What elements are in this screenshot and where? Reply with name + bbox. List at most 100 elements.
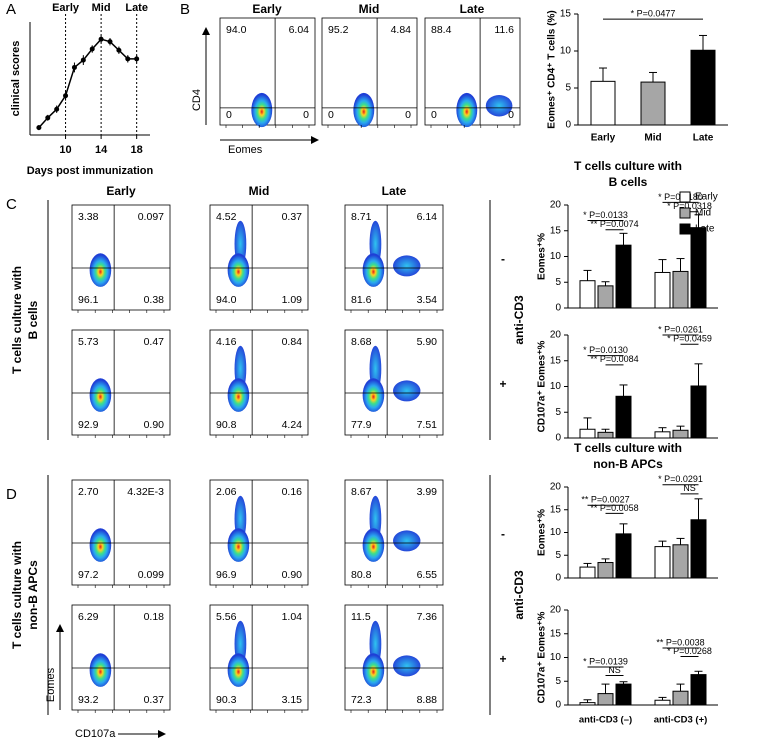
y-tick-label: 0 [555,303,561,314]
bar [690,674,707,706]
data-point [107,39,113,45]
quadrant-value: 96.9 [216,569,237,581]
flow-density [227,253,250,287]
row-title: B cells [26,300,40,339]
treatment-label: anti-CD3 [512,295,526,345]
quadrant-value: 8.67 [351,486,372,498]
data-point [134,56,140,62]
quadrant-value: 0.37 [282,211,303,223]
data-point [125,56,131,62]
quadrant-value: 94.0 [216,294,237,306]
quadrant-value: 6.29 [78,611,99,623]
legend-label: Late [695,224,715,235]
quadrant-value: 7.36 [417,611,438,623]
data-point [36,125,42,131]
y-axis-label: Eomes [45,667,57,702]
quadrant-value: 4.84 [391,24,412,36]
panel-letter: D [6,486,17,503]
flow-density-lobe [485,95,513,117]
y-tick-label: 10 [550,251,562,262]
row-title: T cells culture with [10,541,24,649]
quadrant-value: 0 [328,109,334,121]
bar [597,562,614,579]
bar [672,690,689,706]
flow-plot-frame [344,204,444,311]
column-header: Late [382,184,407,198]
data-point [80,57,86,63]
flow-density [89,528,112,562]
column-header: Late [460,2,485,16]
data-point [98,36,104,42]
flow-plot-frame [209,479,309,586]
quadrant-value: 5.90 [417,336,438,348]
y-tick-label: 5 [555,407,561,418]
significance-label: ** P=0.0058 [590,503,638,513]
significance-label: ** P=0.0038 [656,637,704,647]
x-axis-label: Eomes [228,144,263,156]
bar [690,49,716,126]
bar [654,271,671,309]
flow-plot-frame [71,329,171,436]
y-axis-label: CD107a⁺ Eomes⁺% [537,612,548,704]
flow-plot-frame [424,17,521,126]
y-tick-label: 15 [550,355,562,366]
data-point [116,47,122,53]
reference-label: Late [125,2,148,14]
panel-letter: B [180,1,190,18]
y-tick-label: 5 [555,550,561,561]
legend-swatch [679,191,691,203]
quadrant-value: 4.24 [282,419,303,431]
quadrant-value: 90.3 [216,694,237,706]
quadrant-value: 80.8 [351,569,372,581]
quadrant-value: 77.9 [351,419,372,431]
quadrant-value: 0 [508,109,514,121]
quadrant-value: 4.52 [216,211,237,223]
significance-label: * P=0.0318 [667,201,712,211]
y-axis-label: clinical scores [10,41,22,117]
significance-label: * P=0.0268 [667,646,712,656]
quadrant-value: 97.2 [78,569,99,581]
flow-plot-frame [321,17,418,126]
y-tick-label: 0 [555,573,561,584]
quadrant-value: 3.54 [417,294,438,306]
y-tick-label: 15 [560,9,572,20]
significance-label: ** P=0.0084 [590,354,638,364]
quadrant-value: 93.2 [78,694,99,706]
x-tick-label: 18 [131,144,143,156]
y-axis-label: Eomes⁺% [537,509,548,556]
data-point [54,106,60,112]
significance-label: * P=0.0261 [658,324,703,334]
x-tick-label: 10 [59,144,71,156]
treatment-sign: + [499,377,506,391]
x-tick-label: 14 [95,144,108,156]
y-tick-label: 20 [550,605,562,616]
x-tick-label: Late [693,133,714,144]
data-point [71,64,77,70]
legend-swatch [679,207,691,219]
y-axis-label: Eomes⁺% [537,233,548,280]
panel-letter: C [6,196,17,213]
flow-plot-frame [344,479,444,586]
treatment-label: anti-CD3 [512,570,526,620]
y-tick-label: 5 [565,83,571,94]
significance-label: NS [608,665,621,675]
treatment-sign: - [501,527,505,541]
flow-density-lobe [393,655,421,677]
y-tick-label: 10 [550,527,562,538]
treatment-sign: + [499,652,506,666]
flow-density [353,92,375,128]
data-point [45,115,51,121]
quadrant-value: 3.15 [282,694,303,706]
x-tick-label: anti-CD3 (+) [654,715,708,726]
y-tick-label: 5 [555,277,561,288]
reference-label: Mid [92,2,111,14]
flow-plot-frame [219,17,316,126]
quadrant-value: 1.09 [282,294,303,306]
y-tick-label: 20 [550,482,562,493]
bar [579,428,596,439]
flow-density [456,92,478,128]
significance-label: * P=0.0130 [583,345,628,355]
bar [654,546,671,579]
bar [590,80,616,126]
